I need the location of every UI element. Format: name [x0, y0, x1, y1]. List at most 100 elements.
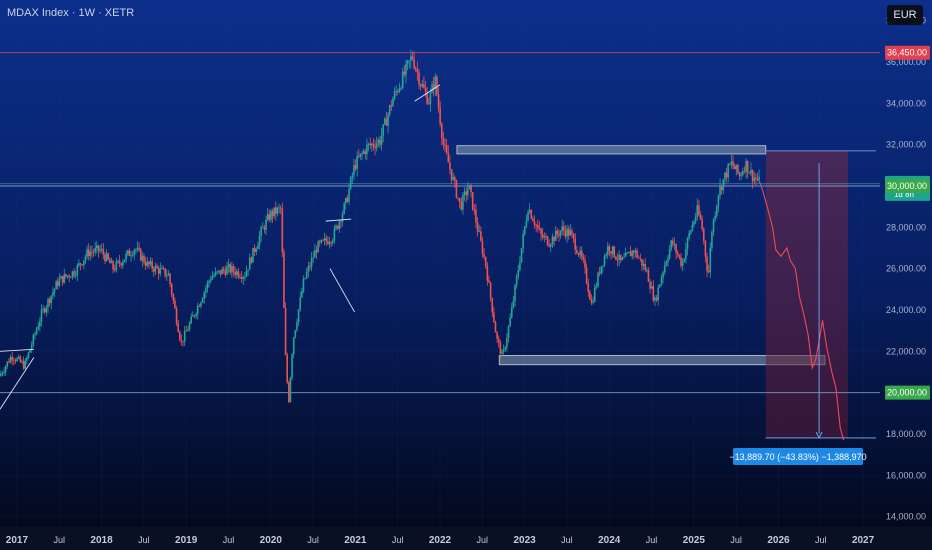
- y-tick-label: 14,000.00: [886, 512, 926, 522]
- x-tick-label: 2023: [513, 535, 536, 546]
- candle-body: [727, 164, 729, 178]
- candle-body: [182, 340, 184, 342]
- candle-body: [564, 230, 567, 237]
- candle-body: [310, 258, 313, 267]
- candle-body: [340, 221, 342, 223]
- candle-body: [242, 276, 245, 279]
- candle-body: [711, 232, 713, 248]
- candle-body: [488, 280, 490, 283]
- candle-body: [693, 221, 695, 225]
- candle-body: [71, 271, 74, 278]
- x-tick-label: Jul: [307, 535, 319, 545]
- candle-body: [467, 189, 469, 196]
- candle-body: [343, 203, 345, 214]
- candle-body: [468, 185, 471, 190]
- candle-body: [200, 302, 202, 307]
- candle-body: [559, 230, 562, 236]
- candle-body: [436, 76, 438, 95]
- candle-body: [663, 265, 666, 273]
- candle-body: [706, 256, 708, 272]
- candle-body: [237, 271, 240, 277]
- candle-body: [66, 275, 69, 277]
- x-tick-label: 2020: [260, 535, 283, 546]
- candle-body: [115, 261, 118, 271]
- candle-body: [481, 240, 484, 254]
- candle-body: [174, 300, 176, 309]
- candle-body: [571, 230, 573, 234]
- candle-body: [177, 323, 179, 332]
- x-tick-label: Jul: [561, 535, 573, 545]
- candle-body: [558, 234, 560, 236]
- price-badge-sublabel: 1d 8h: [894, 190, 914, 199]
- candle-body: [120, 263, 123, 266]
- candle-body: [289, 377, 292, 402]
- candle-body: [478, 231, 481, 233]
- x-tick-label: Jul: [477, 535, 489, 545]
- candle-body: [346, 197, 349, 202]
- candle-body: [714, 215, 716, 220]
- y-tick-label: 18,000.00: [886, 429, 926, 439]
- candle-body: [65, 274, 67, 277]
- candle-body: [180, 339, 183, 341]
- candle-body: [686, 238, 689, 249]
- candle-body: [514, 285, 516, 301]
- candle-body: [517, 270, 520, 277]
- candle-body: [96, 245, 98, 248]
- candle-body: [102, 248, 105, 255]
- candle-body: [699, 214, 702, 220]
- candle-body: [567, 228, 570, 236]
- candle-body: [39, 321, 41, 327]
- candle-body: [631, 250, 633, 257]
- candle-body: [156, 265, 158, 269]
- symbol-title: MDAX Index · 1W · XETR: [7, 7, 135, 19]
- candle-body: [535, 225, 537, 226]
- candle-body: [240, 277, 243, 279]
- candle-body: [673, 244, 676, 246]
- candle-body: [476, 222, 479, 232]
- candle-body: [546, 236, 549, 246]
- candle-body: [733, 166, 736, 170]
- candle-body: [354, 164, 357, 169]
- candle-body: [1, 372, 4, 374]
- candle-body: [24, 360, 27, 369]
- candle-body: [626, 252, 629, 254]
- candle-body: [294, 330, 297, 338]
- candle-body: [746, 160, 749, 173]
- candle-body: [68, 275, 70, 278]
- candle-body: [143, 255, 145, 263]
- candle-body: [605, 254, 607, 257]
- candle-body: [510, 307, 513, 318]
- candle-body: [427, 103, 430, 105]
- x-tick-label: Jul: [392, 535, 404, 545]
- candle-body: [751, 169, 754, 182]
- candle-body: [629, 251, 632, 257]
- candle-body: [522, 234, 524, 249]
- candle-body: [292, 337, 295, 355]
- candle-body: [279, 207, 282, 209]
- candle-body: [284, 307, 287, 355]
- candle-body: [471, 192, 474, 210]
- candle-body: [398, 88, 401, 92]
- candle-body: [372, 143, 375, 147]
- candle-body: [618, 254, 620, 261]
- candle-body: [463, 191, 466, 195]
- candle-body: [616, 259, 619, 261]
- candle-body: [138, 247, 140, 250]
- candle-body: [554, 230, 557, 242]
- trendline: [325, 218, 352, 222]
- x-axis-band: [0, 527, 932, 550]
- candle-body: [413, 59, 415, 68]
- x-tick-label: 2025: [683, 535, 706, 546]
- candle-body: [445, 145, 448, 153]
- currency-button[interactable]: EUR: [887, 5, 923, 25]
- candle-body: [563, 226, 565, 231]
- candle-body: [244, 276, 246, 278]
- candle-body: [224, 270, 227, 275]
- candle-body: [538, 227, 541, 230]
- candle-body: [572, 233, 575, 239]
- candle-body: [646, 269, 648, 271]
- price-badge-label: 36,450.00: [887, 48, 927, 58]
- candle-body: [579, 250, 581, 256]
- candle-body: [406, 60, 409, 64]
